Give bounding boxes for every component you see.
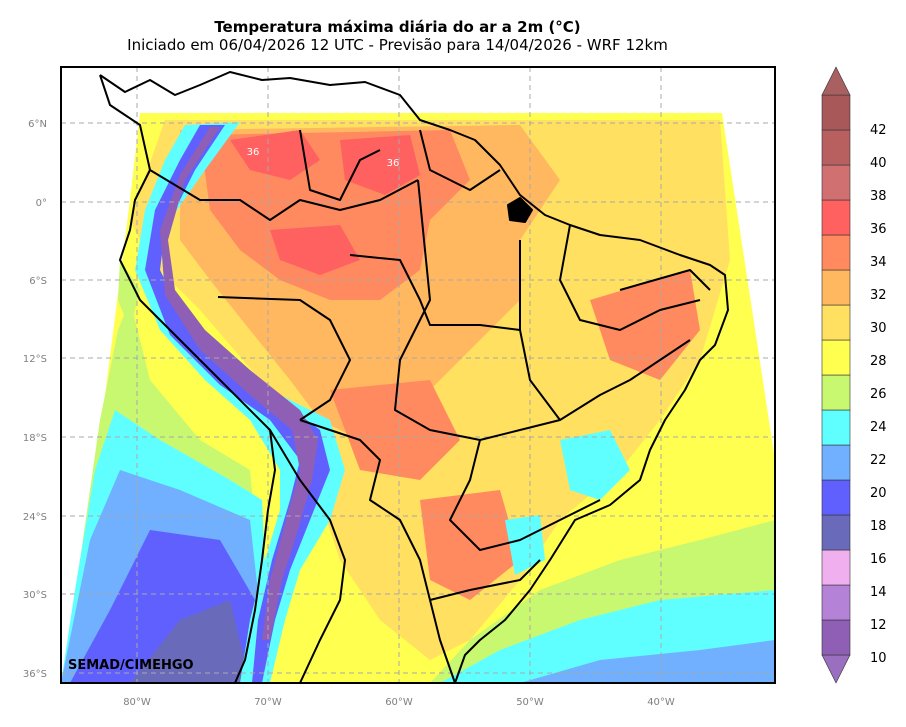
hotspot-north-west bbox=[230, 130, 320, 180]
border-peru-bolivia bbox=[217, 296, 351, 421]
border-colombia-peru-brazil bbox=[149, 169, 419, 221]
latitude-ticks: 6°N 0° 6°S 12°S 18°S 24°S 30°S 36°S bbox=[23, 119, 47, 680]
contour-label-north: 36 bbox=[387, 158, 400, 169]
border-south-states bbox=[449, 439, 601, 551]
colorbar-label: 24 bbox=[870, 420, 887, 435]
border-northeast-states bbox=[519, 240, 691, 421]
lon-tick: 50°W bbox=[516, 697, 544, 708]
marajo-island bbox=[507, 197, 533, 223]
lat-tick: 0° bbox=[36, 198, 47, 209]
lon-tick: 80°W bbox=[123, 697, 151, 708]
colorbar-label: 42 bbox=[870, 123, 887, 138]
colorbar-label: 20 bbox=[870, 486, 887, 501]
colorbar-segment bbox=[821, 444, 851, 481]
colorbar-segment bbox=[821, 619, 851, 656]
lat-tick: 12°S bbox=[23, 354, 47, 365]
contour-label-west: 36 bbox=[247, 147, 260, 158]
colorbar-min-arrow bbox=[821, 654, 851, 684]
border-venezuela bbox=[299, 129, 381, 201]
colorbar-label: 32 bbox=[870, 288, 887, 303]
colorbar-label: 28 bbox=[870, 354, 887, 369]
colorbar-label: 34 bbox=[870, 255, 887, 270]
ocean-slate bbox=[130, 600, 250, 683]
hotspot-amazon bbox=[270, 225, 360, 275]
colorbar-segment bbox=[821, 409, 851, 446]
colorbar-label: 16 bbox=[870, 552, 887, 567]
border-amazon-states bbox=[349, 254, 521, 331]
pacific-coast bbox=[118, 260, 140, 330]
lon-tick: 60°W bbox=[385, 697, 413, 708]
lon-tick: 40°W bbox=[647, 697, 675, 708]
colorbar-label: 38 bbox=[870, 189, 887, 204]
colorbar-label: 26 bbox=[870, 387, 887, 402]
border-guianas bbox=[419, 129, 501, 191]
colorbar-segment bbox=[821, 339, 851, 376]
colorbar-label: 30 bbox=[870, 321, 887, 336]
lat-tick: 24°S bbox=[23, 512, 47, 523]
hotspot-south bbox=[420, 490, 520, 600]
lat-tick: 36°S bbox=[23, 669, 47, 680]
lat-tick: 18°S bbox=[23, 433, 47, 444]
colorbar-segment bbox=[821, 129, 851, 166]
colorbar-label: 18 bbox=[870, 519, 887, 534]
colorbar-max-arrow bbox=[821, 66, 851, 96]
south-america-coastline bbox=[99, 71, 729, 683]
lon-tick: 70°W bbox=[254, 697, 282, 708]
colorbar bbox=[821, 66, 851, 684]
colorbar-segment bbox=[821, 549, 851, 586]
map-subtitle: Iniciado em 06/04/2026 12 UTC - Previsão… bbox=[127, 36, 668, 54]
political-borders bbox=[99, 71, 729, 683]
lat-tick: 30°S bbox=[23, 590, 47, 601]
colorbar-segment bbox=[821, 234, 851, 271]
border-argentina-paraguay bbox=[299, 419, 456, 683]
colorbar-segment bbox=[821, 584, 851, 621]
west-coast bbox=[99, 74, 276, 683]
lat-tick: 6°S bbox=[29, 276, 47, 287]
colorbar-segment bbox=[821, 164, 851, 201]
border-piaui-ceara bbox=[559, 224, 701, 331]
southeast-cool bbox=[560, 430, 630, 500]
coastal-cool bbox=[505, 515, 545, 575]
colorbar-segment bbox=[821, 479, 851, 516]
colorbar-label: 14 bbox=[870, 585, 887, 600]
border-ne-coast bbox=[619, 269, 711, 291]
border-argentina-chile bbox=[269, 429, 346, 683]
colorbar-segment bbox=[821, 94, 851, 131]
colorbar-segment bbox=[821, 514, 851, 551]
temperature-field bbox=[61, 113, 775, 683]
longitude-ticks: 80°W 70°W 60°W 50°W 40°W bbox=[123, 697, 675, 708]
hotspot-central bbox=[330, 380, 460, 480]
colorbar-segment bbox=[821, 374, 851, 411]
andes-purple bbox=[160, 127, 318, 640]
hotspot-north bbox=[340, 135, 420, 195]
map-frame bbox=[60, 66, 776, 684]
map-title: Temperatura máxima diária do ar a 2m (°C… bbox=[214, 18, 581, 36]
colorbar-label: 40 bbox=[870, 156, 887, 171]
colorbar-labels: 42 40 38 36 34 32 30 28 26 24 22 20 18 16 14 12 10 bbox=[870, 123, 887, 666]
atlantic-blue bbox=[520, 640, 775, 683]
border-central-states bbox=[394, 179, 561, 441]
colorbar-label: 36 bbox=[870, 222, 887, 237]
colorbar-segment bbox=[821, 199, 851, 236]
colorbar-segment bbox=[821, 304, 851, 341]
colorbar-label: 12 bbox=[870, 618, 887, 633]
lat-tick: 6°N bbox=[28, 119, 47, 130]
colorbar-label: 10 bbox=[870, 651, 887, 666]
credit-label: SEMAD/CIMEHGO bbox=[68, 658, 194, 673]
border-rs-sc bbox=[429, 559, 541, 601]
colorbar-segment bbox=[821, 269, 851, 306]
colorbar-label: 22 bbox=[870, 453, 887, 468]
